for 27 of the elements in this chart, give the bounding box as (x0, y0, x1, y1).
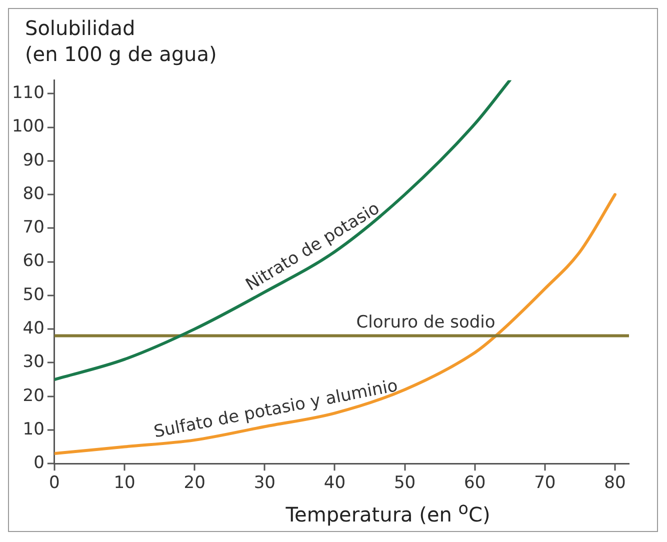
y-tick-label: 100 (12, 116, 44, 137)
x-tick-label: 20 (184, 473, 206, 494)
y-tick-label: 0 (34, 453, 44, 474)
x-axis-title: Temperatura (en $^{o}$C) (284, 498, 492, 527)
line-series (54, 80, 512, 382)
y-tick-label: 70 (22, 218, 44, 238)
y-tick-label: 40 (22, 318, 44, 338)
y-tick-label: 30 (22, 352, 44, 372)
x-tick-label: 30 (254, 473, 276, 494)
x-tick-label: 0 (49, 473, 60, 494)
y-tick-label: 60 (22, 251, 44, 272)
x-tick-label: 60 (464, 473, 486, 494)
y-tick-label: 90 (22, 150, 44, 170)
x-tick-label: 10 (114, 473, 136, 494)
y-tick-label: 10 (22, 419, 44, 440)
x-tick-label: 50 (394, 473, 416, 494)
x-tick-label: 80 (604, 473, 626, 494)
x-tick-label: 40 (324, 473, 346, 494)
y-tick-label: 110 (12, 83, 44, 104)
x-tick-label: 70 (534, 473, 556, 494)
text: Sulfato de potasio y aluminio (152, 376, 400, 442)
y-tick-label: 50 (22, 284, 44, 305)
y-tick-label: 80 (22, 184, 44, 204)
line-series (54, 193, 616, 456)
y-tick-label: 20 (22, 386, 44, 406)
series-label: Cloruro de sodio (356, 312, 496, 333)
y-axis-title: Solubilidad (en 100 g de agua) (24, 15, 218, 67)
